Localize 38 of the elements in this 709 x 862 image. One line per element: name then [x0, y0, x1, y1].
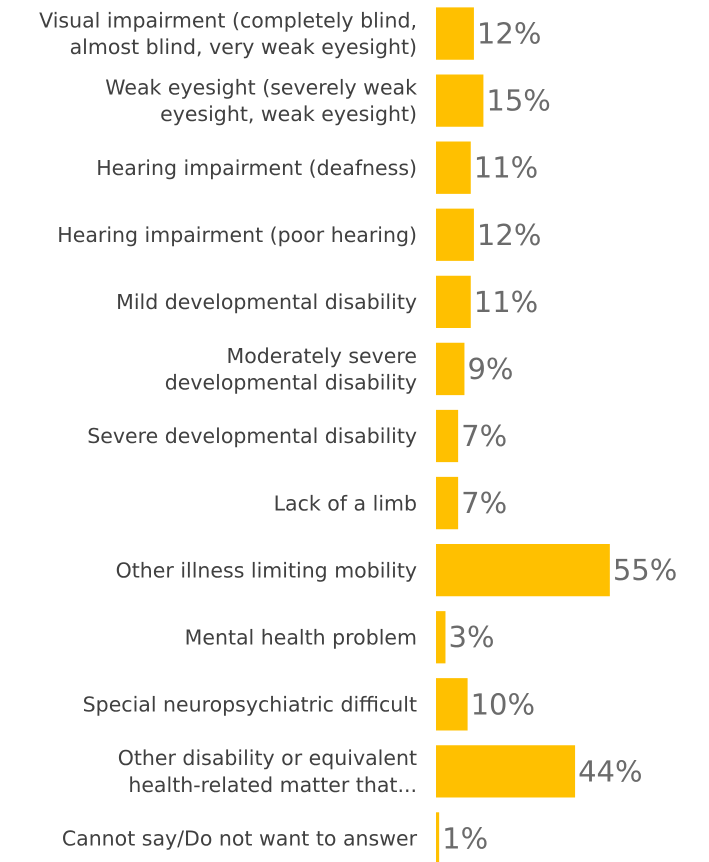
- y-tick-label: Hearing impairment (poor hearing): [57, 222, 417, 247]
- data-label: 11%: [474, 150, 538, 185]
- data-label: 9%: [467, 352, 514, 386]
- data-label: 10%: [470, 687, 536, 722]
- bar: [436, 7, 474, 60]
- y-tick-label: Other illness limiting mobility: [116, 558, 417, 582]
- bar: [436, 410, 458, 462]
- y-tick-label: Mental health problem: [184, 625, 417, 650]
- y-tick-label: Mild developmental disability: [116, 290, 417, 314]
- bar: [436, 745, 576, 798]
- y-tick-label: Cannot say/Do not want to answer: [62, 826, 418, 851]
- bar: [436, 74, 484, 127]
- bar: [436, 476, 458, 530]
- data-label: 7%: [461, 486, 508, 520]
- y-tick-label: Other disability or equivalent health-related matter that...: [118, 746, 417, 797]
- bar: [436, 342, 464, 396]
- y-tick-label: Special neuropsychiatric difficult: [82, 692, 417, 716]
- data-label: 12%: [476, 16, 542, 51]
- data-label: 15%: [486, 84, 551, 118]
- bar: [436, 276, 471, 328]
- bar: [436, 142, 471, 194]
- bar: [436, 544, 610, 596]
- data-label: 7%: [461, 419, 508, 453]
- bar: [436, 678, 468, 730]
- y-tick-label: Visual impairment (completely blind, almost blind, very weak eyesight): [39, 8, 417, 60]
- y-tick-label: Lack of a limb: [274, 491, 417, 516]
- y-tick-label: Moderately severe developmental disability: [164, 344, 417, 394]
- data-label: 1%: [442, 821, 488, 856]
- y-tick-label: Weak eyesight (severely weak eyesight, weak eyesight): [105, 75, 418, 126]
- data-label: 11%: [474, 284, 538, 319]
- data-label: 55%: [612, 553, 678, 588]
- bar: [436, 611, 446, 664]
- y-tick-label: Hearing impairment (deafness): [96, 156, 417, 180]
- data-label: 44%: [578, 754, 643, 788]
- data-label: 3%: [448, 620, 494, 654]
- bar: [436, 208, 474, 261]
- data-label: 12%: [476, 218, 542, 252]
- y-tick-label: Severe developmental disability: [87, 424, 417, 448]
